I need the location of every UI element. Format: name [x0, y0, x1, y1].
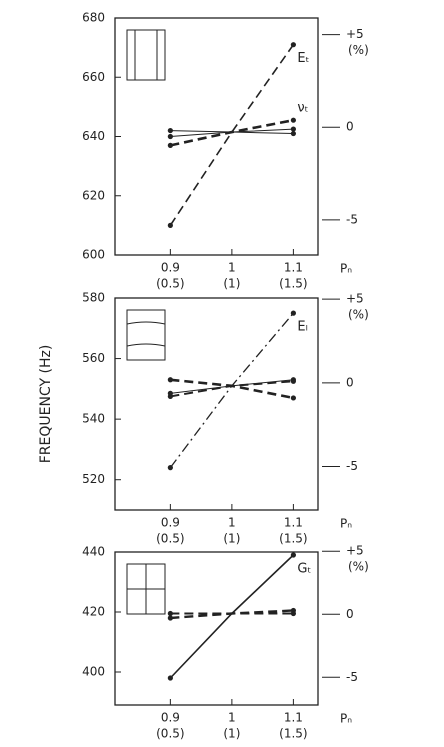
series-label: νₜ — [297, 101, 308, 116]
series-line — [169, 312, 294, 468]
data-point — [290, 130, 296, 137]
y-tick-label: 540 — [82, 412, 105, 426]
plot-frame — [114, 297, 319, 511]
x-axis-label: Pₙ — [340, 517, 352, 531]
y-tick-label: 640 — [82, 129, 105, 143]
series-label: Gₜ — [297, 562, 311, 577]
y2-tick-label: +5 — [346, 292, 364, 306]
x-tick-sublabel: (0.5) — [156, 532, 184, 546]
inset-icon — [126, 29, 166, 81]
data-point — [167, 222, 173, 228]
data-point — [167, 133, 173, 140]
data-point — [167, 615, 173, 621]
y2-axis-label: (%) — [348, 308, 369, 322]
y2-tick-label: +5 — [346, 544, 364, 558]
x-tick-label: 0.9 — [161, 261, 180, 275]
data-point — [167, 610, 173, 617]
y2-axis-label: (%) — [348, 43, 369, 57]
data-point — [290, 117, 296, 123]
y2-tick-label: -5 — [346, 670, 358, 684]
inset-line — [126, 343, 166, 347]
y2-tick-label: 0 — [346, 375, 354, 389]
y-tick-label: 560 — [82, 351, 105, 365]
x-tick-sublabel: (0.5) — [156, 727, 184, 741]
y-tick-label: 620 — [82, 188, 105, 202]
data-point — [290, 552, 296, 558]
x-tick-sublabel: (0.5) — [156, 277, 184, 291]
x-tick-label: 1.1 — [284, 516, 303, 530]
x-axis-label: Pₙ — [340, 262, 352, 276]
data-point — [167, 142, 173, 148]
series-line — [170, 379, 294, 394]
data-point — [167, 465, 173, 471]
x-tick-label: 1 — [228, 711, 236, 725]
data-point — [290, 310, 296, 316]
plot-frame — [114, 551, 319, 706]
x-tick-label: 1 — [228, 516, 236, 530]
y-tick-label: 660 — [82, 70, 105, 84]
y-axis-label: FREQUENCY (Hz) — [38, 345, 54, 464]
y-tick-label: 420 — [82, 605, 105, 619]
series-line — [169, 44, 295, 226]
x-tick-sublabel: (1) — [223, 277, 240, 291]
y2-axis-label: (%) — [348, 560, 369, 574]
y-tick-label: 580 — [82, 291, 105, 305]
x-tick-sublabel: (1.5) — [279, 727, 307, 741]
data-point — [290, 395, 296, 401]
inset-line — [126, 321, 166, 325]
x-tick-sublabel: (1.5) — [279, 532, 307, 546]
x-tick-label: 1.1 — [284, 711, 303, 725]
y-tick-label: 400 — [82, 665, 105, 679]
y-tick-label: 440 — [82, 545, 105, 559]
data-point — [167, 377, 173, 383]
y-tick-label: 520 — [82, 472, 105, 486]
data-point — [167, 127, 173, 134]
data-point — [290, 377, 296, 383]
x-axis-label: Pₙ — [340, 712, 352, 726]
x-tick-sublabel: (1) — [223, 532, 240, 546]
data-point — [167, 675, 173, 681]
y2-tick-label: +5 — [346, 27, 364, 41]
series-label: Eₗ — [297, 320, 307, 335]
inset-icon — [126, 309, 166, 361]
data-point — [290, 42, 296, 48]
series-line — [170, 128, 294, 137]
x-tick-label: 1.1 — [284, 261, 303, 275]
x-tick-sublabel: (1.5) — [279, 277, 307, 291]
data-point — [167, 390, 173, 396]
x-tick-label: 0.9 — [161, 516, 180, 530]
y2-tick-label: 0 — [346, 120, 354, 134]
y2-tick-label: -5 — [346, 459, 358, 473]
y2-tick-label: 0 — [346, 607, 354, 621]
y-tick-label: 600 — [82, 248, 105, 262]
x-tick-label: 1 — [228, 261, 236, 275]
x-tick-sublabel: (1) — [223, 727, 240, 741]
series-label: Eₜ — [297, 51, 309, 66]
data-point — [290, 610, 296, 617]
y-tick-label: 680 — [82, 11, 105, 25]
x-tick-label: 0.9 — [161, 711, 180, 725]
data-point — [290, 126, 296, 132]
y2-tick-label: -5 — [346, 212, 358, 226]
